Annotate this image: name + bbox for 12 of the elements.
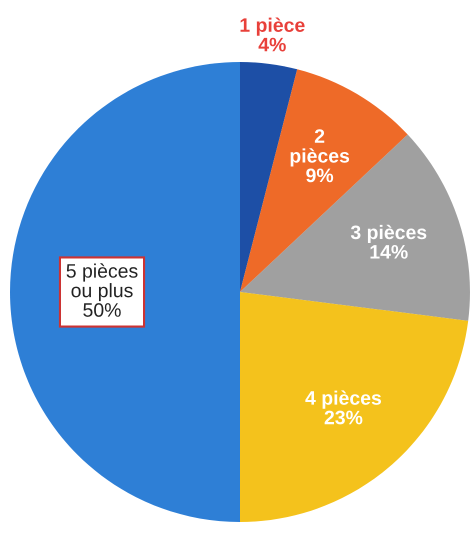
- data-label: 9%: [306, 168, 334, 182]
- data-label: 4%: [258, 38, 286, 52]
- data-label: 50%: [83, 303, 121, 317]
- slice-label: 2 pièces: [290, 129, 350, 167]
- slice-label: 4 pièces: [305, 390, 382, 409]
- slice-label: 1 pièce: [240, 18, 305, 36]
- slice-label: 5 pièces ou plus: [66, 263, 138, 302]
- data-label: 14%: [370, 245, 408, 259]
- data-label: 23%: [324, 410, 362, 424]
- pie-slice: [240, 292, 468, 522]
- slice-label: 3 pièces: [350, 224, 426, 244]
- pie-slice: [10, 62, 240, 522]
